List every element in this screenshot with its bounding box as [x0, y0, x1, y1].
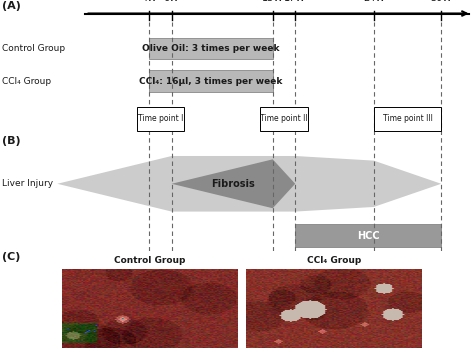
Text: (C): (C): [2, 252, 21, 262]
Text: Control Group: Control Group: [114, 256, 185, 265]
Text: 4W: 4W: [141, 0, 157, 3]
Polygon shape: [172, 159, 295, 208]
Text: (A): (A): [2, 1, 21, 11]
Text: CCl₄ Group: CCl₄ Group: [2, 77, 52, 86]
Text: Liver Injury: Liver Injury: [2, 179, 54, 188]
Text: Time point III: Time point III: [383, 114, 432, 124]
Text: Control Group: Control Group: [2, 44, 65, 53]
Text: Time point I: Time point I: [138, 114, 183, 124]
Text: 17W: 17W: [284, 0, 306, 3]
Text: 24W: 24W: [363, 0, 385, 3]
FancyBboxPatch shape: [149, 38, 273, 59]
Text: (B): (B): [2, 136, 21, 146]
FancyBboxPatch shape: [374, 107, 441, 131]
Text: CCl₄: 16μl, 3 times per week: CCl₄: 16μl, 3 times per week: [139, 77, 283, 86]
FancyBboxPatch shape: [295, 224, 441, 247]
FancyBboxPatch shape: [137, 107, 184, 131]
Text: 6W: 6W: [164, 0, 180, 3]
Text: Time point II: Time point II: [260, 114, 308, 124]
Text: 30W: 30W: [430, 0, 452, 3]
Text: Olive Oil: 3 times per week: Olive Oil: 3 times per week: [142, 44, 280, 53]
Text: HCC: HCC: [357, 231, 380, 241]
Text: 15W: 15W: [262, 0, 284, 3]
Polygon shape: [57, 156, 441, 212]
FancyBboxPatch shape: [260, 107, 308, 131]
Text: CCl₄ Group: CCl₄ Group: [307, 256, 361, 265]
FancyBboxPatch shape: [149, 70, 273, 92]
Text: Fibrosis: Fibrosis: [211, 179, 255, 189]
